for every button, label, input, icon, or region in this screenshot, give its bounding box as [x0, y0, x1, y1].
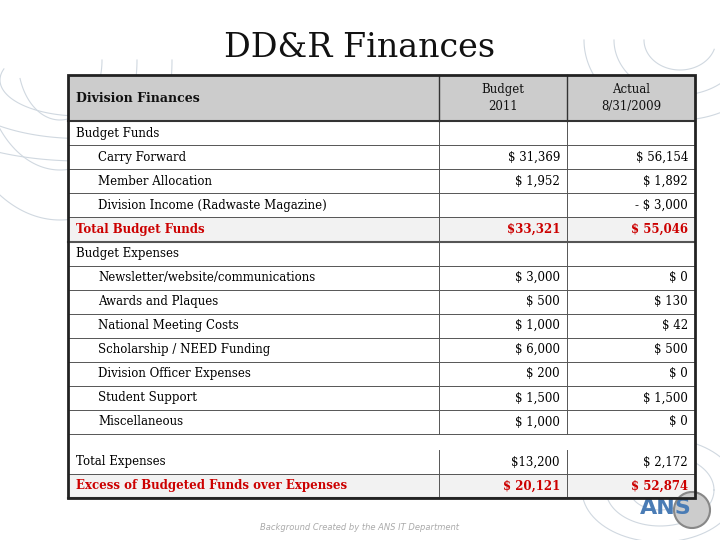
Text: Budget Expenses: Budget Expenses [76, 247, 179, 260]
Text: Member Allocation: Member Allocation [98, 175, 212, 188]
Text: $ 1,952: $ 1,952 [516, 175, 560, 188]
Text: Division Finances: Division Finances [76, 92, 199, 105]
Text: $ 2,172: $ 2,172 [644, 455, 688, 468]
Text: $ 200: $ 200 [526, 367, 560, 380]
Text: $ 1,892: $ 1,892 [644, 175, 688, 188]
Bar [68, 474, 695, 498]
Text: Newsletter/website/communications: Newsletter/website/communications [98, 271, 315, 284]
Text: Miscellaneous: Miscellaneous [98, 415, 183, 428]
Circle shape [674, 492, 710, 528]
Text: DD&R Finances: DD&R Finances [225, 32, 495, 64]
Text: $33,321: $33,321 [507, 223, 560, 236]
Text: Division Officer Expenses: Division Officer Expenses [98, 367, 251, 380]
Text: $ 0: $ 0 [670, 271, 688, 284]
Text: $ 1,500: $ 1,500 [515, 392, 560, 404]
Text: $ 56,154: $ 56,154 [636, 151, 688, 164]
Text: - $ 3,000: - $ 3,000 [635, 199, 688, 212]
Text: Student Support: Student Support [98, 392, 197, 404]
Text: $ 3,000: $ 3,000 [515, 271, 560, 284]
Text: $ 0: $ 0 [670, 415, 688, 428]
Text: Excess of Budgeted Funds over Expenses: Excess of Budgeted Funds over Expenses [76, 480, 347, 492]
Text: Background Created by the ANS IT Department: Background Created by the ANS IT Departm… [261, 523, 459, 532]
Text: $ 55,046: $ 55,046 [631, 223, 688, 236]
Text: ANS: ANS [640, 498, 692, 518]
Text: Division Income (Radwaste Magazine): Division Income (Radwaste Magazine) [98, 199, 327, 212]
Bar [68, 75, 695, 498]
Text: Scholarship / NEED Funding: Scholarship / NEED Funding [98, 343, 270, 356]
Bar [68, 218, 695, 241]
Text: National Meeting Costs: National Meeting Costs [98, 319, 239, 332]
Text: $ 1,000: $ 1,000 [515, 415, 560, 428]
Bar [68, 75, 695, 122]
Text: Budget
2011: Budget 2011 [482, 83, 524, 113]
Text: $ 20,121: $ 20,121 [503, 480, 560, 492]
Text: $ 6,000: $ 6,000 [515, 343, 560, 356]
Text: Total Expenses: Total Expenses [76, 455, 166, 468]
Text: $ 52,874: $ 52,874 [631, 480, 688, 492]
Text: $ 500: $ 500 [654, 343, 688, 356]
Text: Total Budget Funds: Total Budget Funds [76, 223, 204, 236]
Text: $ 1,500: $ 1,500 [643, 392, 688, 404]
Text: $ 42: $ 42 [662, 319, 688, 332]
Text: $ 130: $ 130 [654, 295, 688, 308]
Text: $ 0: $ 0 [670, 367, 688, 380]
Text: $ 500: $ 500 [526, 295, 560, 308]
Text: Actual
8/31/2009: Actual 8/31/2009 [601, 83, 661, 113]
Text: Carry Forward: Carry Forward [98, 151, 186, 164]
Text: Awards and Plaques: Awards and Plaques [98, 295, 218, 308]
Text: $ 31,369: $ 31,369 [508, 151, 560, 164]
Bar [68, 75, 695, 498]
Text: Budget Funds: Budget Funds [76, 127, 159, 140]
Text: $ 1,000: $ 1,000 [515, 319, 560, 332]
Text: $13,200: $13,200 [511, 455, 560, 468]
